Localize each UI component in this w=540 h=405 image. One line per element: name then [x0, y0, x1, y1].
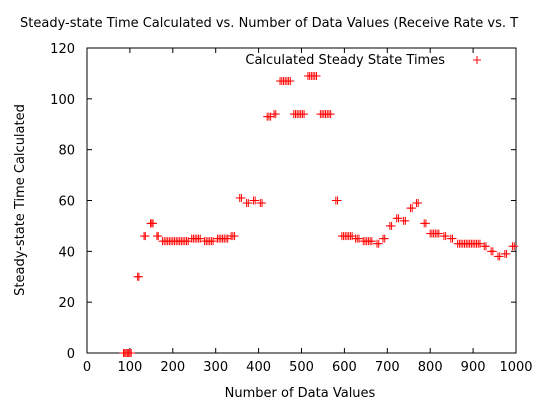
data-point: [408, 204, 417, 213]
data-point: [510, 242, 519, 251]
data-point: [394, 214, 403, 223]
y-tick-label: 60: [58, 195, 75, 210]
data-point: [434, 229, 443, 238]
data-point: [244, 199, 253, 208]
data-point: [333, 196, 342, 205]
data-point: [209, 237, 218, 246]
x-tick-label: 0: [83, 360, 91, 375]
data-point: [414, 199, 423, 208]
x-tick-label: 1000: [499, 360, 532, 375]
data-point: [141, 232, 150, 241]
data-point: [502, 249, 511, 258]
x-tick-label: 700: [375, 360, 400, 375]
data-point: [258, 199, 267, 208]
data-point: [475, 239, 484, 248]
legend-marker: [473, 56, 481, 64]
data-point: [448, 234, 457, 243]
y-tick-label: 20: [58, 296, 75, 311]
x-tick-label: 900: [461, 360, 486, 375]
data-point: [286, 77, 295, 86]
data-point: [300, 110, 309, 119]
data-point: [481, 242, 490, 251]
y-tick-label: 0: [67, 347, 75, 362]
data-point: [127, 349, 136, 357]
y-tick-label: 100: [50, 93, 75, 108]
x-tick-label: 200: [160, 360, 185, 375]
legend-label: Calculated Steady State Times: [245, 53, 445, 68]
data-point: [251, 196, 260, 205]
legend: Calculated Steady State Times: [245, 53, 481, 68]
data-point: [237, 193, 246, 202]
legend-plus-marker: [473, 56, 481, 64]
x-tick-label: 800: [418, 360, 443, 375]
x-tick-label: 400: [246, 360, 271, 375]
plot-frame: [86, 47, 517, 354]
data-point: [149, 219, 158, 228]
data-point: [230, 232, 239, 241]
data-point: [196, 234, 205, 243]
data-point: [367, 237, 376, 246]
data-point: [326, 110, 335, 119]
data-point: [271, 110, 280, 119]
x-tick-label: 300: [203, 360, 228, 375]
x-tick-label: 100: [117, 360, 142, 375]
y-tick-label: 80: [58, 144, 75, 159]
data-point: [421, 219, 430, 228]
data-point: [374, 239, 383, 248]
data-point: [488, 247, 497, 256]
data-point: [154, 232, 163, 241]
y-tick-label: 40: [58, 245, 75, 260]
data-point: [354, 234, 363, 243]
y-tick-label: 120: [50, 42, 75, 57]
x-axis: 0 100 200 300 400 500 600 700 800 900 1000: [83, 48, 533, 375]
x-tick-label: 600: [332, 360, 357, 375]
y-axis-label: Steady-state Time Calculated: [13, 104, 28, 296]
x-tick-label: 500: [289, 360, 314, 375]
data-points: [119, 71, 519, 357]
x-axis-label: Number of Data Values: [225, 386, 376, 401]
data-point: [401, 216, 410, 225]
data-point: [134, 272, 143, 281]
chart-title: Steady-state Time Calculated vs. Number …: [20, 16, 518, 31]
data-point: [495, 252, 504, 261]
data-point: [387, 221, 396, 230]
data-point: [380, 234, 389, 243]
data-point: [312, 71, 321, 80]
data-point: [441, 232, 450, 241]
y-axis: 0 20 40 60 80 100 120: [50, 42, 516, 362]
